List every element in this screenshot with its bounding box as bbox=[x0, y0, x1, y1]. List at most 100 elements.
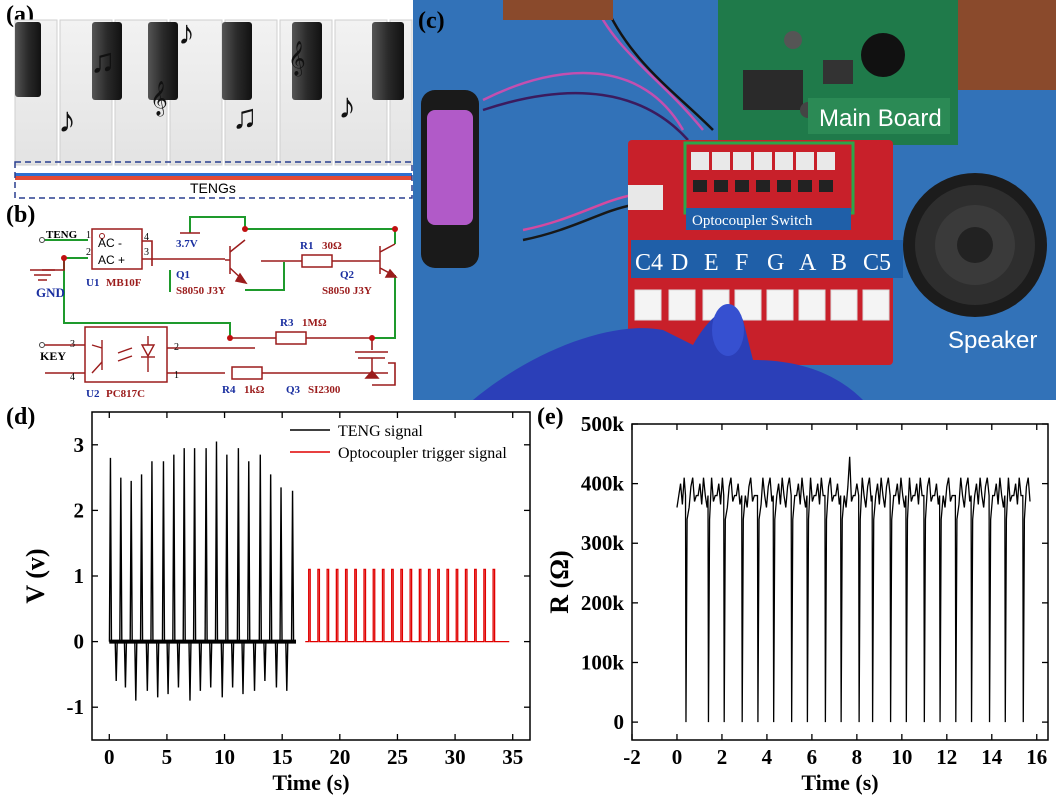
panel-label-e: (e) bbox=[537, 404, 564, 430]
q2-transistor bbox=[379, 243, 398, 278]
x-tick-label: 20 bbox=[329, 745, 350, 769]
pin1-marker-icon bbox=[99, 233, 105, 239]
u1-part: MB10F bbox=[106, 277, 142, 289]
speaker-icon bbox=[903, 173, 1047, 317]
battery-cell bbox=[421, 90, 479, 268]
panel-label-b: (b) bbox=[6, 202, 36, 228]
r3-resistor bbox=[275, 331, 307, 345]
x-tick-label: 10 bbox=[214, 745, 235, 769]
y-tick-label: 100k bbox=[581, 650, 625, 674]
y-tick-label: 3 bbox=[74, 433, 85, 457]
x-tick-label: 15 bbox=[272, 745, 293, 769]
r3-name: R3 bbox=[280, 317, 294, 329]
y-axis-label: R (Ω) bbox=[545, 550, 574, 613]
u1-pin-4: 4 bbox=[144, 232, 149, 243]
optocoupler-label: Optocoupler Switch bbox=[692, 213, 813, 229]
u2-pin-4: 4 bbox=[70, 372, 75, 383]
q1-part: S8050 J3Y bbox=[176, 285, 226, 297]
u2-optocoupler bbox=[84, 326, 168, 383]
q2-part: S8050 J3Y bbox=[322, 285, 372, 297]
r4-value: 1kΩ bbox=[244, 384, 265, 396]
photo-wires bbox=[482, 0, 714, 242]
y-axis-label: V (v) bbox=[21, 548, 50, 603]
panel-label-c: (c) bbox=[418, 8, 445, 34]
optocoupler-internals-icon bbox=[91, 336, 156, 374]
optocoupler-label-bg bbox=[686, 208, 851, 230]
note-label: F bbox=[735, 250, 748, 276]
x-tick-label: 14 bbox=[981, 745, 1003, 769]
beamed-notes-icon: ♫ bbox=[90, 43, 116, 80]
q1-name: Q1 bbox=[176, 269, 190, 281]
teng-terminal bbox=[39, 237, 45, 243]
u1-pin-2: 2 bbox=[86, 247, 91, 258]
q3-part: SI2300 bbox=[308, 384, 341, 396]
main-board-label: Main Board bbox=[819, 105, 942, 132]
piano-illustration: ♪ ♫ 𝄞 ♪ ♫ 𝄞 ♪ TENGs bbox=[14, 15, 413, 199]
treble-clef-icon: 𝄞 bbox=[288, 41, 306, 77]
teng-label: TENG bbox=[46, 229, 78, 241]
y-tick-label: 400k bbox=[581, 472, 625, 496]
x-tick-label: 30 bbox=[445, 745, 466, 769]
r4-name: R4 bbox=[222, 384, 236, 396]
note-label: C4 bbox=[635, 250, 663, 276]
u2-pin-3: 3 bbox=[70, 339, 75, 350]
x-tick-label: 12 bbox=[936, 745, 957, 769]
x-tick-label: 25 bbox=[387, 745, 408, 769]
x-tick-label: 0 bbox=[672, 745, 683, 769]
u1-ac-minus: AC - bbox=[98, 236, 122, 250]
u1-ac-plus: AC + bbox=[98, 253, 125, 267]
x-tick-label: 35 bbox=[502, 745, 523, 769]
device-photo: Main Board Optocoupler Switch C4 D E F G A B C5 bbox=[413, 0, 1056, 400]
u1-pin-1: 1 bbox=[86, 230, 91, 241]
u2-name: U2 bbox=[86, 388, 100, 400]
x-tick-label: -2 bbox=[623, 745, 641, 769]
series-line-optocoupler bbox=[305, 568, 510, 643]
u1-rectifier bbox=[91, 228, 143, 270]
series-line-teng bbox=[108, 441, 297, 701]
x-tick-label: 2 bbox=[717, 745, 728, 769]
circuit-schematic: TENG GND AC - AC + 1 2 3 4 U1 MB10F 3.7V… bbox=[30, 216, 398, 400]
note-label: C5 bbox=[863, 250, 891, 276]
black-keys bbox=[15, 22, 404, 100]
q3-name: Q3 bbox=[286, 384, 301, 396]
main-board bbox=[718, 0, 958, 145]
r4-resistor bbox=[231, 366, 263, 380]
note-label: B bbox=[831, 250, 847, 276]
x-tick-label: 5 bbox=[162, 745, 173, 769]
eighth-note-icon: ♪ bbox=[58, 100, 76, 140]
note-label-bar bbox=[631, 240, 903, 278]
q2-name: Q2 bbox=[340, 269, 355, 281]
x-axis-label: Time (s) bbox=[272, 770, 349, 795]
r1-value: 30Ω bbox=[322, 240, 342, 252]
y-tick-label: 2 bbox=[74, 498, 85, 522]
resistance-chart: -2 0 2 4 6 8 10 12 14 16 0 100k 200k 300k 400k 500k Time… bbox=[545, 412, 1049, 795]
supply-label: 3.7V bbox=[176, 238, 198, 250]
r3-value: 1MΩ bbox=[302, 317, 327, 329]
panel-label-d: (d) bbox=[6, 404, 36, 430]
y-tick-label: 500k bbox=[581, 412, 625, 436]
q1-transistor bbox=[225, 239, 248, 285]
board-edge bbox=[503, 0, 613, 20]
y-tick-label: 0 bbox=[74, 630, 85, 654]
r1-resistor bbox=[301, 254, 333, 268]
y-tick-label: 0 bbox=[614, 710, 625, 734]
y-tick-label: 200k bbox=[581, 591, 625, 615]
note-label: A bbox=[799, 250, 817, 276]
y-tick-label: 1 bbox=[74, 564, 85, 588]
note-labels: C4 D E F G A B C5 bbox=[635, 250, 891, 276]
x-tick-label: 0 bbox=[104, 745, 115, 769]
y-tick-label: -1 bbox=[67, 695, 85, 719]
eighth-note-icon: ♪ bbox=[178, 15, 195, 52]
legend-label-teng: TENG signal bbox=[338, 423, 423, 440]
mosfet-row bbox=[693, 180, 833, 192]
key-label: KEY bbox=[40, 349, 66, 363]
u1-pin-3: 3 bbox=[144, 247, 149, 258]
r1-name: R1 bbox=[300, 240, 313, 252]
x-tick-label: 10 bbox=[891, 745, 912, 769]
key-terminal bbox=[39, 342, 45, 348]
u1-name: U1 bbox=[86, 277, 99, 289]
teng-strips bbox=[14, 161, 413, 199]
optocoupler-row bbox=[691, 152, 835, 170]
x-axis-label: Time (s) bbox=[801, 770, 878, 795]
u2-pin-1: 1 bbox=[174, 370, 179, 381]
